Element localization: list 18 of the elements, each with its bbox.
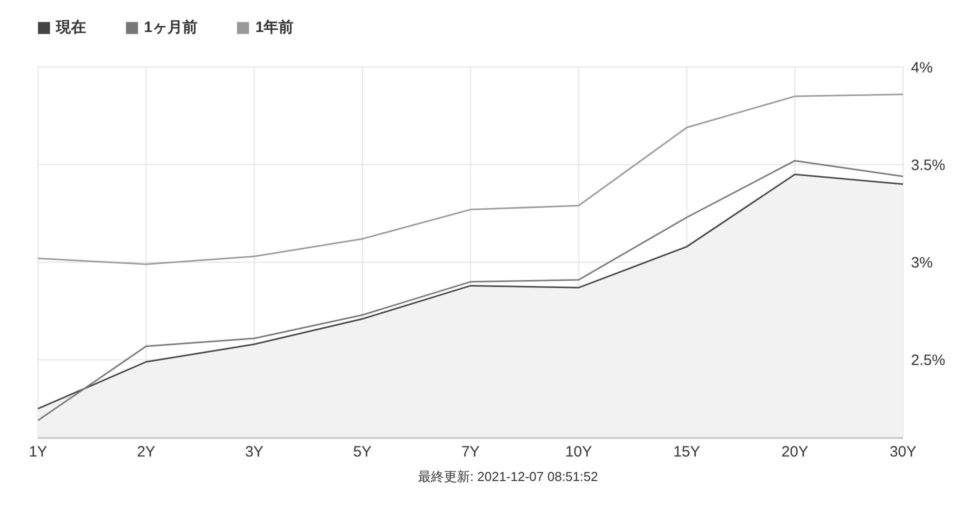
text: 最終更新: 2021-12-07 08:51:52 [417,468,599,486]
y-tick-label: 2.5% [911,352,946,370]
x-tick-label: 3Y [245,444,264,461]
x-tick-label: 7Y [461,444,480,461]
legend-label: 現在 [54,18,86,37]
x-tick-label: 15Y [673,444,700,461]
line-series [37,94,904,265]
x-tick-label: 5Y [353,444,372,461]
y-tick-label: 3% [911,254,933,272]
x-tick-label: 1Y [28,444,48,461]
x-tick-label: 30Y [890,444,916,461]
y-tick-label: 4% [911,59,933,76]
legend-label: 1年前 [254,18,294,37]
legend-label: 1ヶ月前 [143,18,198,37]
x-tick-label: 20Y [782,444,808,461]
y-tick-label: 3.5% [911,156,946,174]
x-tick-label: 2Y [136,444,156,461]
x-tick-label: 10Y [565,444,592,461]
